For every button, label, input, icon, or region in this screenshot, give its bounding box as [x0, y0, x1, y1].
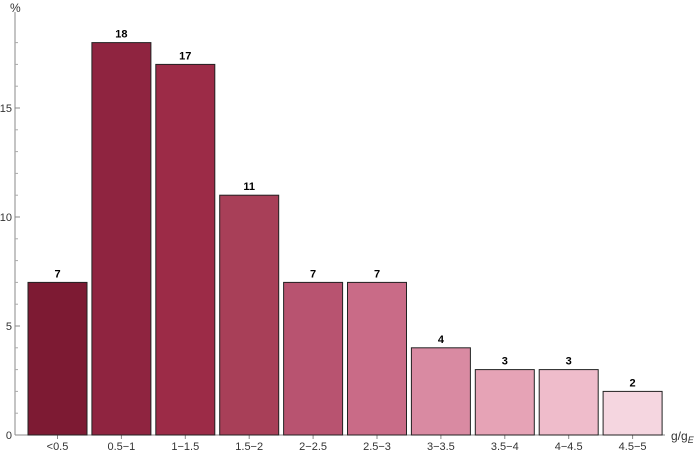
- bar: [27, 281, 88, 436]
- y-tick-label: 0: [6, 430, 12, 442]
- bar: [91, 42, 152, 436]
- bar-value-label: 7: [54, 268, 60, 280]
- bar: [602, 390, 663, 436]
- x-tick-label: 1−1.5: [171, 441, 199, 453]
- x-tick-label: 2.5−3: [363, 441, 391, 453]
- bar-value-label: 18: [115, 29, 127, 41]
- x-tick-label: 3.5−4: [491, 441, 519, 453]
- bar-value-label: 7: [374, 268, 380, 280]
- x-axis-label-main: g/g: [671, 429, 688, 443]
- bar-value-label: 4: [438, 334, 445, 346]
- x-tick-label: <0.5: [47, 441, 69, 453]
- bar-value-label: 3: [566, 356, 572, 368]
- y-tick-label: 5: [6, 321, 12, 333]
- x-tick-label: 4−4.5: [555, 441, 583, 453]
- bar: [538, 369, 599, 436]
- x-tick-label: 4.5−5: [619, 441, 647, 453]
- bars: [27, 42, 663, 436]
- x-tick-label: 0.5−1: [107, 441, 135, 453]
- x-axis-label-subscript: E: [688, 435, 695, 445]
- bar: [219, 194, 280, 436]
- bar: [283, 281, 344, 436]
- y-tick-label: 10: [0, 212, 12, 224]
- x-tick-label: 2−2.5: [299, 441, 327, 453]
- y-tick-label: 15: [0, 103, 12, 115]
- value-labels: 7 18 17 11 7 7 4 3 3 2: [54, 29, 635, 390]
- x-tick-label: 1.5−2: [235, 441, 263, 453]
- bar: [155, 63, 216, 436]
- bar-value-label: 11: [243, 181, 255, 193]
- y-axis-label: %: [10, 1, 21, 15]
- bar-value-label: 7: [310, 268, 316, 280]
- y-ticks: 0 5 10 15: [0, 42, 20, 442]
- bar: [347, 281, 407, 436]
- bar: [474, 369, 535, 436]
- bar-value-label: 2: [630, 377, 636, 389]
- x-axis-label: g/gE: [671, 429, 695, 445]
- x-tick-label: 3−3.5: [427, 441, 455, 453]
- bar: [410, 347, 471, 436]
- bar-value-label: 17: [179, 50, 191, 62]
- x-ticks: <0.5 0.5−1 1−1.5 1.5−2 2−2.5 2.5−3 3−3.5 3.5−4 4…: [47, 435, 647, 453]
- bar-value-label: 3: [502, 356, 508, 368]
